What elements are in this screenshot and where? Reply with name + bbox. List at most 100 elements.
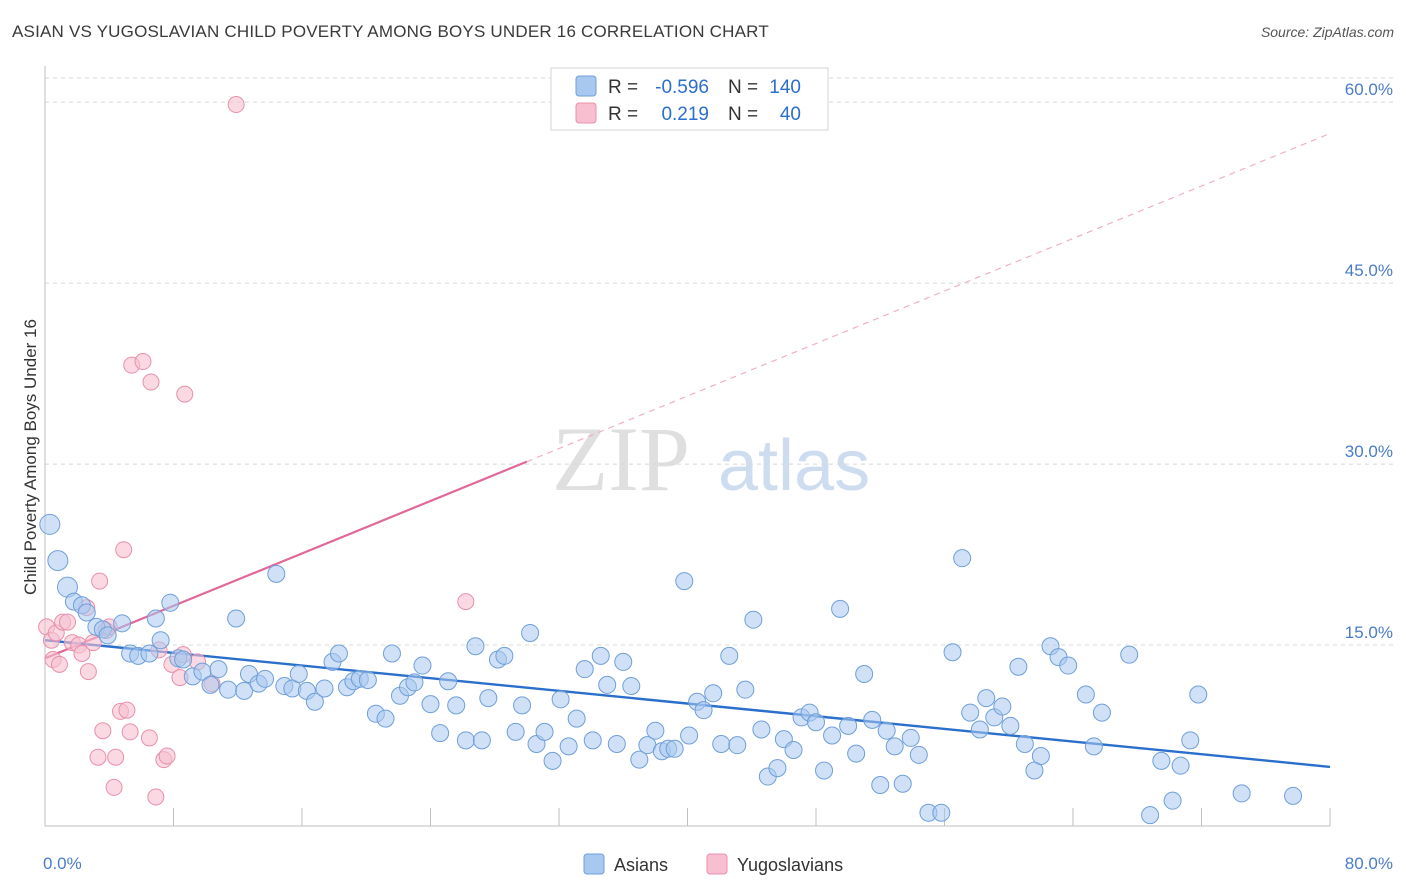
yugoslavian-point [158,747,176,765]
yugoslavian-point [105,778,123,796]
asian-point [752,720,771,739]
asian-point [543,751,562,770]
asian-point [1163,791,1182,810]
y-tick-label: 30.0% [1345,442,1393,461]
asian-point [970,720,989,739]
asian-point [1031,747,1050,766]
series-legend: Asians Yugoslavians [583,853,843,875]
bottom-legend-label-yugoslavians: Yugoslavians [737,855,843,875]
y-tick-label: 15.0% [1345,623,1393,642]
asian-point [855,664,874,683]
asian-point [993,697,1012,716]
asian-point [235,681,254,700]
yugoslavian-trend-extension [526,132,1331,463]
asian-point [201,675,220,694]
yugoslavian-point [227,96,245,114]
asian-point [315,679,334,698]
asian-point [720,646,739,665]
yugoslavian-point [58,613,76,631]
asian-point [421,695,440,714]
y-tick-label: 60.0% [1345,80,1393,99]
bottom-legend-label-asians: Asians [614,855,668,875]
asian-point [466,637,485,656]
yugoslavian-point [147,788,165,806]
asian-point [439,672,458,691]
asian-point [305,692,324,711]
asian-point [219,680,238,699]
asian-point [614,652,633,671]
asian-point [140,644,159,663]
yugoslavian-point [73,644,91,662]
yugoslavian-point [457,593,475,611]
yugoslavian-point [142,373,160,391]
yugoslavian-point [121,723,139,741]
asian-point [1009,657,1028,676]
source-credit: Source: ZipAtlas.com [1260,24,1394,40]
asian-point [161,593,180,612]
legend-n-value-asians: 140 [769,77,801,98]
asian-point [1171,756,1190,775]
y-axis-label: Child Poverty Among Boys Under 16 [21,319,40,595]
asian-point [598,675,617,694]
legend-swatch-asians [575,75,597,97]
yugoslavian-point [89,748,107,766]
chart-title: ASIAN VS YUGOSLAVIAN CHILD POVERTY AMONG… [12,22,769,41]
asian-point [1084,737,1103,756]
asian-point [575,660,594,679]
asian-point [567,709,586,728]
asian-point [1152,751,1171,770]
legend-r-value-yugoslavians: 0.219 [661,104,709,125]
asian-point [227,609,246,628]
asian-point [329,644,348,663]
asian-point [784,740,803,759]
y-tick-labels: 15.0% 30.0% 45.0% 60.0% [1345,80,1393,642]
gridlines [45,77,1395,646]
asian-point [521,623,540,642]
asian-point [1015,734,1034,753]
asian-point [909,745,928,764]
asian-point [256,669,275,688]
asian-point [712,734,731,753]
yugoslavian-point [50,655,68,673]
asian-point [456,731,475,750]
asian-point [1232,784,1251,803]
legend-box [550,67,829,131]
asian-point [1001,716,1020,735]
asian-point [113,614,132,633]
bottom-legend-swatch-yugoslavians [706,853,728,875]
asian-point [831,599,850,618]
asian-point [961,703,980,722]
asian-point [630,750,649,769]
stats-legend: R = -0.596 N = 140 R = 0.219 N = 40 [550,67,829,131]
asian-point [815,761,834,780]
asian-point [646,721,665,740]
asian-point [901,728,920,747]
asian-point [847,744,866,763]
asian-point [744,610,763,629]
asian-point [583,731,602,750]
asian-point [943,643,962,662]
asian-point [885,737,904,756]
asian-point [1092,703,1111,722]
asian-point [622,677,641,696]
asian-point [267,564,286,583]
asian-point [431,724,450,743]
asian-point [728,736,747,755]
asian-point [871,775,890,794]
asian-point [535,722,554,741]
asian-point [513,696,532,715]
asian-point [551,690,570,709]
asian-point [506,722,525,741]
asian-point [39,513,61,535]
watermark-zip: ZIP [552,408,690,510]
asian-point [863,710,882,729]
asian-point [1076,685,1095,704]
legend-r-label-yugoslavians: R = [608,104,638,125]
yugoslavian-point [94,722,112,740]
watermark: ZIP atlas [552,408,870,510]
asian-point [977,689,996,708]
asian-point [146,609,165,628]
asian-point [1189,685,1208,704]
asian-point [839,716,858,735]
